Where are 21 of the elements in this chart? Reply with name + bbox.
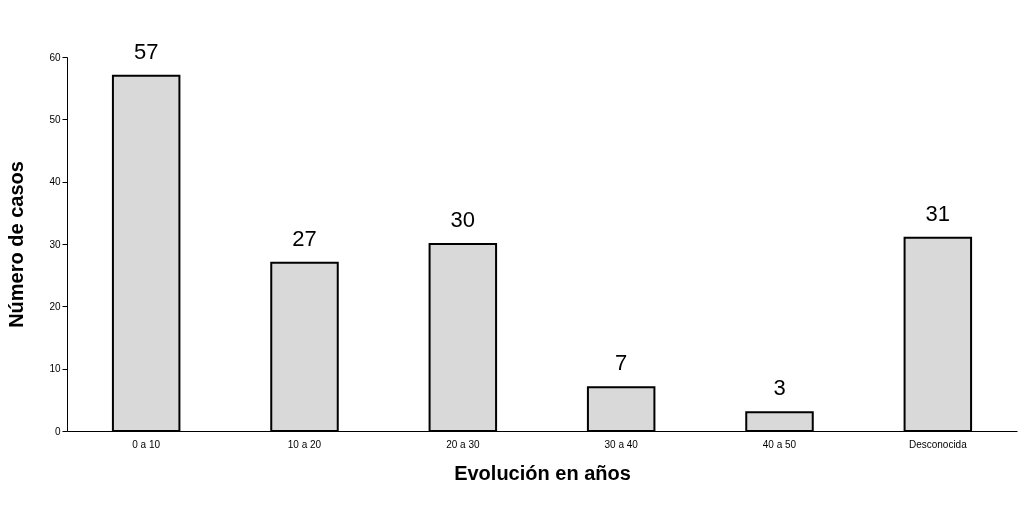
data-label: 30 bbox=[450, 207, 476, 232]
x-tick-label: 0 a 10 bbox=[132, 438, 161, 450]
data-label: 57 bbox=[133, 38, 159, 64]
y-tick-label: 30 bbox=[49, 238, 61, 250]
y-tick-label: 50 bbox=[49, 113, 61, 125]
y-tick-label: 0 bbox=[54, 425, 61, 437]
x-tick-label: Desconocida bbox=[908, 438, 968, 450]
x-tick-label: 40 a 50 bbox=[762, 438, 797, 450]
y-axis-title: Número de casos bbox=[5, 161, 28, 328]
data-label: 27 bbox=[292, 225, 317, 251]
x-axis-title: Evolución en años bbox=[454, 461, 631, 484]
y-tick-label: 10 bbox=[49, 363, 61, 375]
y-tick-label: 40 bbox=[49, 176, 61, 188]
data-label: 7 bbox=[615, 350, 628, 376]
x-tick-label: 20 a 30 bbox=[446, 438, 480, 450]
x-tick-label: 30 a 40 bbox=[604, 438, 639, 450]
x-tick-label: 10 a 20 bbox=[287, 438, 322, 450]
data-label: 31 bbox=[925, 200, 951, 226]
data-label: 3 bbox=[773, 375, 786, 401]
y-tick-label: 20 bbox=[49, 300, 61, 312]
y-tick-label: 60 bbox=[49, 51, 61, 63]
